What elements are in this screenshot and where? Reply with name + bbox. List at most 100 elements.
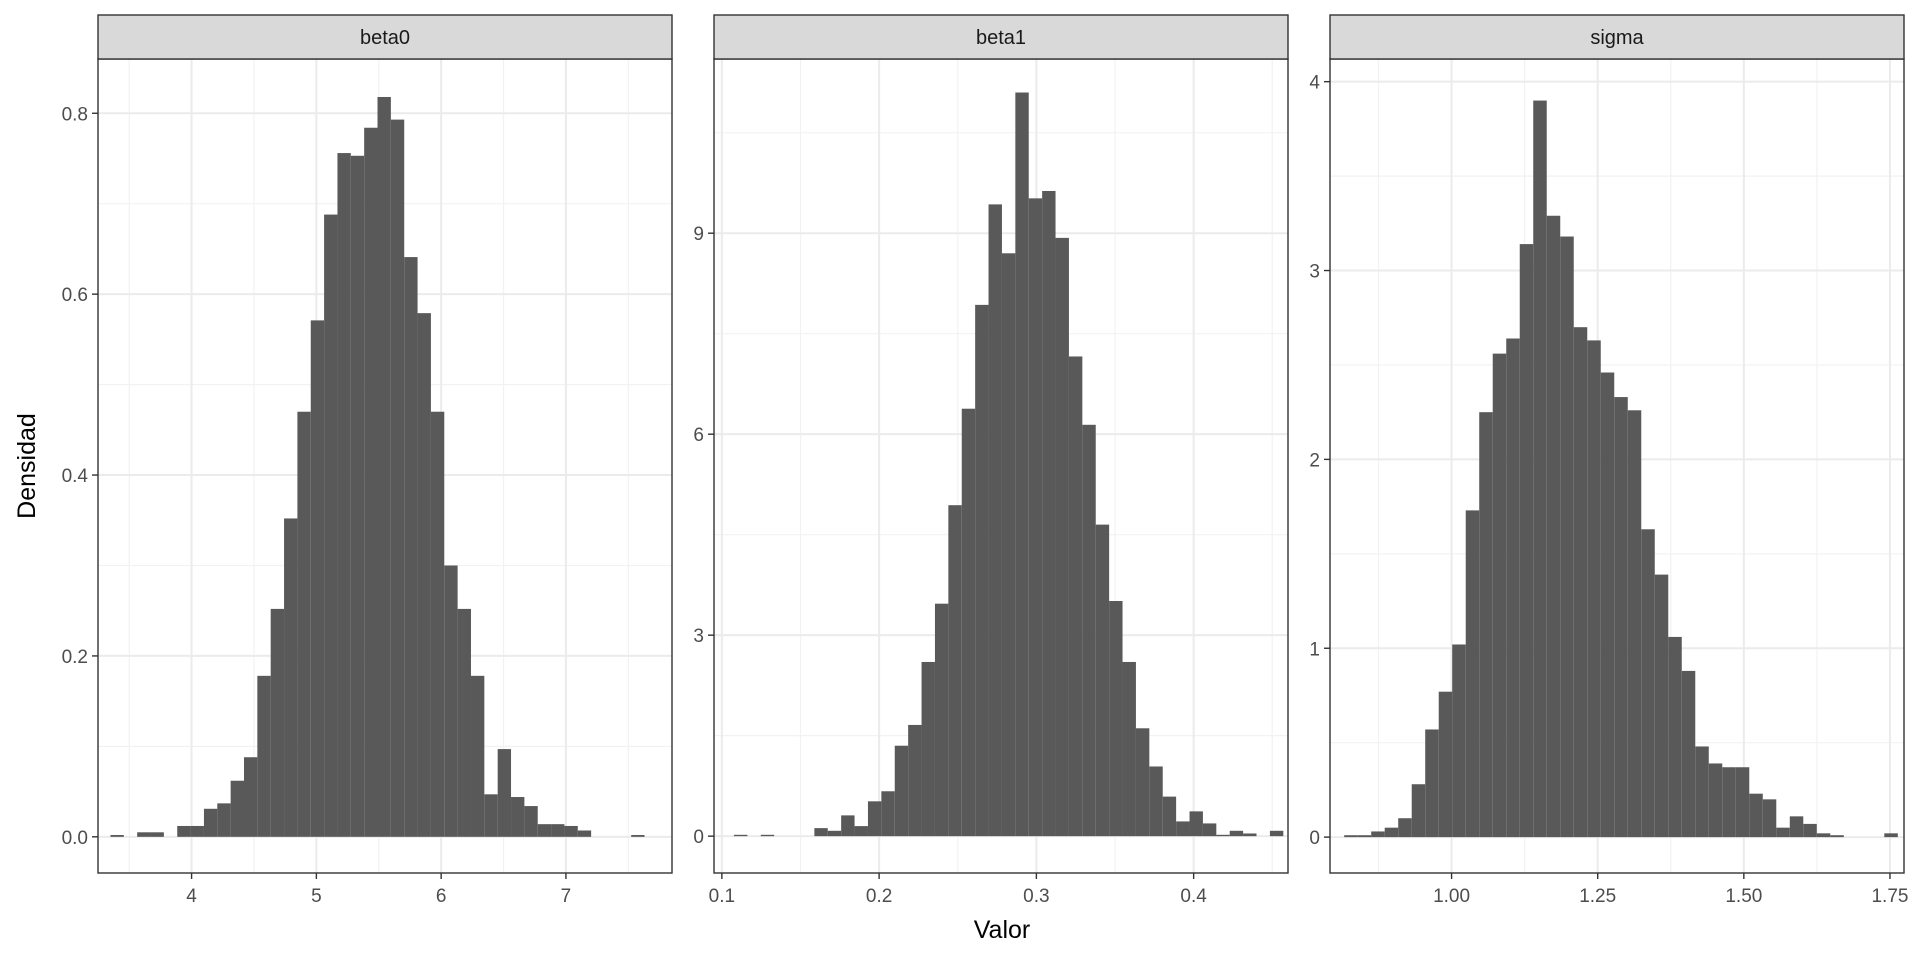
x-tick-label: 1.50 (1725, 886, 1762, 907)
x-tick-label: 0.1 (709, 886, 735, 907)
histogram-bar (1189, 811, 1203, 837)
histogram-bar (150, 832, 164, 837)
histogram-bar (1830, 835, 1844, 838)
histogram-bar (1681, 670, 1696, 838)
histogram-bar (1042, 190, 1056, 837)
histogram-bar (854, 826, 868, 837)
histogram-bar (1452, 644, 1466, 838)
histogram-bar (497, 749, 512, 837)
histogram-bar (961, 408, 976, 837)
y-tick-label: 0 (693, 827, 704, 848)
histogram-bar (1708, 763, 1723, 838)
histogram-bar (1600, 372, 1615, 838)
histogram-bar (988, 204, 1002, 837)
histogram-bar (1506, 338, 1520, 838)
histogram-bar (190, 825, 204, 837)
histogram-bar (631, 835, 645, 837)
histogram-bar (1695, 746, 1709, 838)
histogram-bar (257, 675, 271, 837)
histogram-bar (284, 518, 298, 837)
facet-strip (97, 14, 673, 60)
histogram-bar (1735, 767, 1750, 838)
histogram-bar (1269, 830, 1284, 837)
histogram-bar (1028, 198, 1043, 837)
y-tick-label: 4 (1309, 73, 1320, 94)
histogram-bar (1884, 833, 1898, 838)
histogram-bar (1068, 356, 1083, 837)
histogram-bar (867, 801, 882, 837)
histogram-bar (524, 806, 538, 837)
panel-sigma: sigma 0 1 2 3 4 1.00 1.25 1.50 1.75 (1309, 14, 1908, 907)
histogram-bar (1001, 253, 1016, 837)
x-tick-label: 1.75 (1871, 886, 1908, 907)
histogram-bar (364, 127, 378, 837)
histogram-bar (1749, 793, 1763, 838)
x-tick-label: 5 (311, 886, 322, 907)
histogram-bar (1015, 92, 1029, 837)
histogram-bar (1082, 424, 1096, 837)
histogram-bar (1216, 834, 1230, 837)
histogram-bar (1654, 574, 1669, 838)
histogram-bar (760, 834, 775, 837)
histogram-bar (537, 824, 552, 837)
histogram-bar (1479, 412, 1493, 838)
histogram-bar (733, 834, 748, 837)
x-tick-label: 1.00 (1433, 886, 1470, 907)
histogram-bar (1135, 728, 1150, 837)
histogram-bar (564, 825, 578, 837)
y-tick-label: 1 (1309, 639, 1320, 660)
histogram-bar (511, 797, 525, 837)
histogram-bar (1384, 827, 1399, 838)
histogram-bar (230, 780, 244, 837)
x-axis-title: Valor (974, 916, 1031, 944)
histogram-bar (377, 96, 391, 837)
histogram-bar (1162, 796, 1177, 837)
histogram-bar (417, 313, 431, 837)
x-tick-label: 6 (436, 886, 447, 907)
x-tick-label: 0.2 (866, 886, 892, 907)
histogram-bar (1776, 827, 1790, 838)
panels-layer: beta0 0.0 0.2 0.4 0.6 0.8 4 5 6 7 beta1 0 3 6 9 0.1 0.2 0… (62, 14, 1908, 907)
histogram-bar (1762, 799, 1777, 838)
histogram-bar (841, 815, 855, 837)
histogram-bar (1243, 833, 1257, 837)
histogram-bar (814, 828, 828, 837)
y-tick-label: 0 (1309, 828, 1320, 849)
histogram-bar (975, 304, 989, 837)
histogram-bar (137, 832, 151, 837)
histogram-bar (444, 565, 458, 837)
histogram-bar (484, 794, 498, 837)
histogram-bar (1425, 729, 1439, 838)
histogram-bar (1614, 397, 1628, 838)
histogram-bar (1519, 244, 1534, 838)
histogram-bar (948, 505, 962, 837)
histogram-bar (217, 803, 231, 837)
histogram-bar (457, 608, 471, 837)
histogram-bar (470, 675, 485, 837)
histogram-bar (1641, 529, 1655, 838)
histogram-bar (324, 214, 338, 837)
histogram-bar (1438, 691, 1453, 838)
y-tick-label: 2 (1309, 450, 1320, 471)
histogram-bar (297, 411, 311, 837)
y-tick-label: 0.0 (62, 828, 88, 849)
histogram-bar (404, 257, 418, 837)
histogram-bar (1465, 510, 1480, 838)
histogram-bar (1803, 823, 1817, 838)
facet-strip-label: beta1 (976, 27, 1026, 49)
histogram-bar (110, 835, 124, 837)
histogram-bar (1095, 524, 1110, 837)
histogram-bar (1229, 830, 1244, 837)
y-tick-label: 0.6 (62, 285, 88, 306)
y-tick-label: 3 (693, 626, 704, 647)
x-tick-label: 1.25 (1579, 886, 1616, 907)
histogram-bar (1668, 636, 1682, 838)
histogram-bar (1722, 767, 1736, 838)
histogram-bar (1411, 784, 1426, 838)
y-tick-label: 0.4 (62, 466, 89, 487)
histogram-bar (1055, 237, 1069, 837)
panel-beta1: beta1 0 3 6 9 0.1 0.2 0.3 0.4 (693, 14, 1289, 907)
x-tick-label: 0.4 (1180, 886, 1207, 907)
histogram-bar (270, 608, 285, 837)
